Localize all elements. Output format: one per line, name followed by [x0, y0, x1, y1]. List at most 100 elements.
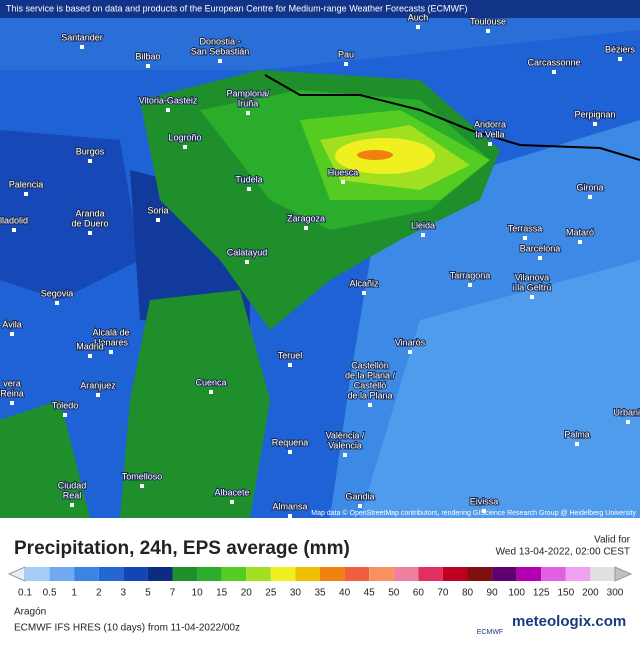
city-label: lladolid [0, 215, 28, 225]
city-label: Valencia [328, 440, 362, 450]
city-label: Henares [94, 337, 129, 347]
city-dot [109, 350, 113, 354]
scale-label: 40 [339, 588, 351, 599]
city-dot [230, 500, 234, 504]
city-label: Calatayud [227, 247, 268, 257]
valid-label: Valid for [594, 535, 631, 546]
attribution: Map data © OpenStreetMap contributors, r… [311, 509, 636, 517]
city-dot [156, 218, 160, 222]
scale-label: 1 [71, 588, 77, 599]
scale-label: 0.1 [18, 588, 32, 599]
scale-label: 100 [508, 588, 525, 599]
scale-label: 60 [413, 588, 425, 599]
scale-label: 25 [265, 588, 277, 599]
city-label: Teruel [278, 350, 303, 360]
city-dot [343, 453, 347, 457]
map: This service is based on data and produc… [0, 0, 640, 518]
scale-arrow [7, 566, 26, 582]
city-dot [358, 504, 362, 508]
scale-label: 35 [314, 588, 326, 599]
scale-swatch [270, 567, 296, 581]
city-label: Soria [147, 205, 168, 215]
city-dot [10, 401, 14, 405]
city-label: i la Geltrú [513, 282, 552, 292]
city-dot [246, 111, 250, 115]
scale-swatch [74, 567, 99, 581]
city-label: Aranjuez [80, 380, 116, 390]
city-label: Urbanit [613, 407, 640, 417]
scale-swatch [320, 567, 345, 581]
scale-label: 90 [487, 588, 499, 599]
scale-label: 10 [192, 588, 204, 599]
scale-swatch [246, 567, 271, 581]
scale-label: 2 [96, 588, 102, 599]
city-dot [140, 484, 144, 488]
city-dot [530, 295, 534, 299]
city-label: Alcalá de [92, 327, 129, 337]
city-label: Auch [408, 12, 429, 22]
scale-swatch [565, 567, 591, 581]
city-label: la Vella [475, 129, 504, 139]
city-label: València / [326, 430, 365, 440]
scale-swatch [418, 567, 443, 581]
city-dot [80, 45, 84, 49]
city-label: Zaragoza [287, 213, 325, 223]
city-dot [183, 145, 187, 149]
scale-label: 50 [388, 588, 400, 599]
city-label: Vilanova [515, 272, 549, 282]
brand: meteologix.com [512, 613, 626, 630]
scale-label: 15 [216, 588, 228, 599]
city-dot [593, 122, 597, 126]
city-label: de la Plana [347, 390, 392, 400]
city-dot [588, 195, 592, 199]
city-dot [626, 420, 630, 424]
city-label: Eivissa [470, 496, 499, 506]
city-label: Toulouse [470, 16, 506, 26]
city-dot [523, 236, 527, 240]
city-label: Pau [338, 49, 354, 59]
scale-swatch [492, 567, 517, 581]
city-dot [416, 25, 420, 29]
legend: Precipitation, 24h, EPS average (mm) Val… [7, 535, 633, 599]
city-label: Mataró [566, 227, 594, 237]
city-label: Terrassa [508, 223, 543, 233]
city-label: Requena [272, 437, 309, 447]
scale-label: 300 [607, 588, 624, 599]
city-label: Girona [576, 182, 603, 192]
city-dot [618, 57, 622, 61]
city-dot [421, 233, 425, 237]
scale-swatch [590, 567, 615, 581]
scale-label: 20 [241, 588, 253, 599]
city-label: Almansa [272, 501, 307, 511]
city-label: Burgos [76, 146, 105, 156]
scale-swatch [49, 567, 75, 581]
city-label: Toledo [52, 400, 79, 410]
city-label: Segovia [41, 288, 74, 298]
city-dot [288, 450, 292, 454]
scale-swatch [467, 567, 493, 581]
city-label: Huesca [328, 167, 359, 177]
scale-label: 125 [533, 588, 550, 599]
city-dot [55, 301, 59, 305]
city-label: Donostia - [199, 36, 240, 46]
scale-swatch [25, 567, 50, 581]
city-label: Iruña [238, 98, 259, 108]
scale-label: 80 [462, 588, 474, 599]
city-label: Barcelona [520, 243, 561, 253]
scale-label: 200 [582, 588, 599, 599]
city-dot [12, 228, 16, 232]
scale-label: 0.5 [43, 588, 57, 599]
city-dot [88, 231, 92, 235]
scale-swatch [197, 567, 222, 581]
ecmwf-logo: ECMWF [477, 629, 503, 636]
scale-label: 45 [364, 588, 376, 599]
scale-swatch [442, 567, 468, 581]
city-label: Ávila [2, 319, 22, 329]
city-label: Carcassonne [527, 57, 580, 67]
city-label: Palencia [9, 179, 44, 189]
scale-label: 5 [145, 588, 151, 599]
valid-time: Wed 13-04-2022, 02:00 CEST [496, 547, 630, 558]
city-dot [247, 187, 251, 191]
scale-arrow [614, 566, 633, 582]
